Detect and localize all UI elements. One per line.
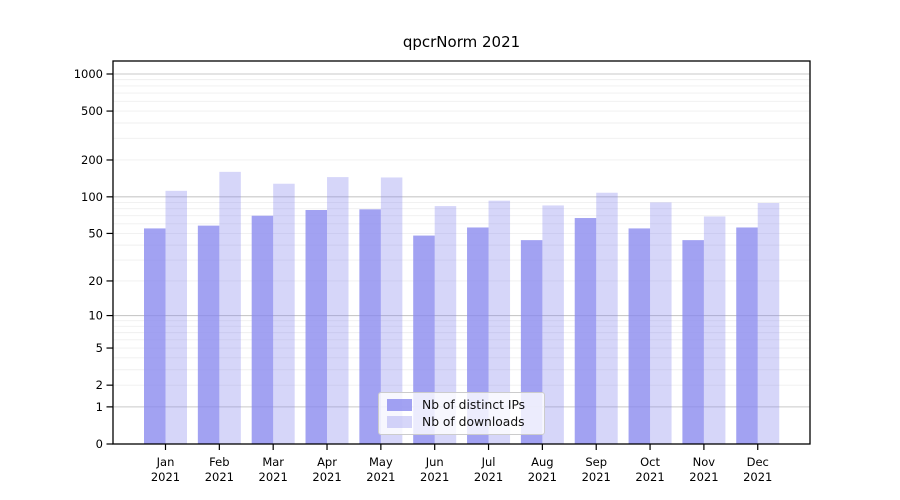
x-tick-label-month: Jul [481, 455, 496, 469]
x-tick-label-year: 2021 [582, 470, 611, 484]
legend: Nb of distinct IPs Nb of downloads [378, 392, 545, 435]
legend-label: Nb of downloads [422, 415, 525, 430]
bar-nb-of-distinct-ips-sep [574, 218, 597, 444]
x-tick-label-year: 2021 [635, 470, 664, 484]
bar-nb-of-downloads-mar [273, 183, 295, 444]
bar-nb-of-downloads-jul [488, 200, 511, 444]
x-tick-label-month: Dec [747, 455, 769, 469]
chart-title: qpcrNorm 2021 [402, 33, 521, 51]
bar-nb-of-distinct-ips-dec [736, 227, 758, 444]
x-tick-label-month: Feb [209, 455, 229, 469]
x-tick-label-year: 2021 [689, 470, 718, 484]
x-tick-label-year: 2021 [474, 470, 503, 484]
bar-nb-of-downloads-oct [650, 202, 672, 444]
bar-nb-of-distinct-ips-nov [682, 240, 704, 444]
x-tick-label-year: 2021 [312, 470, 341, 484]
bar-nb-of-distinct-ips-oct [628, 228, 651, 444]
bar-nb-of-distinct-ips-may [359, 209, 381, 444]
y-tick-label: 50 [88, 226, 103, 240]
bar-nb-of-downloads-jan [165, 190, 187, 444]
y-tick-label: 0 [96, 437, 103, 451]
bar-nb-of-downloads-aug [542, 205, 564, 444]
bar-nb-of-downloads-apr [327, 177, 349, 445]
x-tick-label-year: 2021 [366, 470, 395, 484]
y-tick-label: 1000 [74, 67, 103, 81]
y-tick-label: 20 [88, 274, 103, 288]
x-tick-label-month: Jan [156, 455, 175, 469]
y-tick-label: 10 [88, 309, 103, 323]
x-tick-label-month: Apr [317, 455, 337, 469]
x-tick-label-month: Nov [693, 455, 716, 469]
y-tick-label: 2 [96, 378, 103, 392]
x-tick-label-year: 2021 [528, 470, 557, 484]
y-tick-label: 100 [81, 190, 103, 204]
x-tick-label-year: 2021 [205, 470, 234, 484]
y-tick-label: 200 [81, 153, 103, 167]
legend-swatch-icon [387, 398, 412, 411]
bar-nb-of-distinct-ips-apr [305, 209, 328, 444]
x-tick-label-year: 2021 [151, 470, 180, 484]
x-tick-label-month: May [369, 455, 393, 469]
legend-swatch-icon [387, 416, 412, 429]
bar-nb-of-downloads-sep [596, 192, 618, 444]
legend-label: Nb of distinct IPs [422, 397, 526, 412]
y-tick-label: 5 [96, 341, 103, 355]
y-tick-label: 500 [81, 104, 103, 118]
bar-nb-of-downloads-feb [219, 171, 241, 444]
bar-nb-of-distinct-ips-jun [413, 235, 435, 444]
bar-nb-of-distinct-ips-jul [467, 227, 489, 444]
bar-nb-of-downloads-nov [703, 216, 726, 444]
x-tick-label-month: Sep [585, 455, 607, 469]
x-tick-label-month: Oct [640, 455, 660, 469]
x-tick-label-year: 2021 [259, 470, 288, 484]
bar-nb-of-distinct-ips-jan [144, 228, 166, 444]
x-tick-label-year: 2021 [420, 470, 449, 484]
legend-entry: Nb of distinct IPs [387, 397, 538, 413]
bar-nb-of-distinct-ips-feb [197, 225, 220, 444]
bar-nb-of-distinct-ips-mar [251, 215, 274, 444]
bar-nb-of-downloads-may [380, 177, 403, 444]
bar-nb-of-downloads-dec [757, 203, 780, 444]
x-tick-label-month: Mar [262, 455, 284, 469]
axes-spines [112, 60, 811, 445]
y-tick-label: 1 [96, 400, 103, 414]
bar-nb-of-downloads-jun [434, 206, 457, 444]
x-tick-label-month: Jun [425, 455, 444, 469]
legend-entry: Nb of downloads [387, 414, 538, 430]
x-tick-label-year: 2021 [743, 470, 772, 484]
x-tick-label-month: Aug [531, 455, 553, 469]
